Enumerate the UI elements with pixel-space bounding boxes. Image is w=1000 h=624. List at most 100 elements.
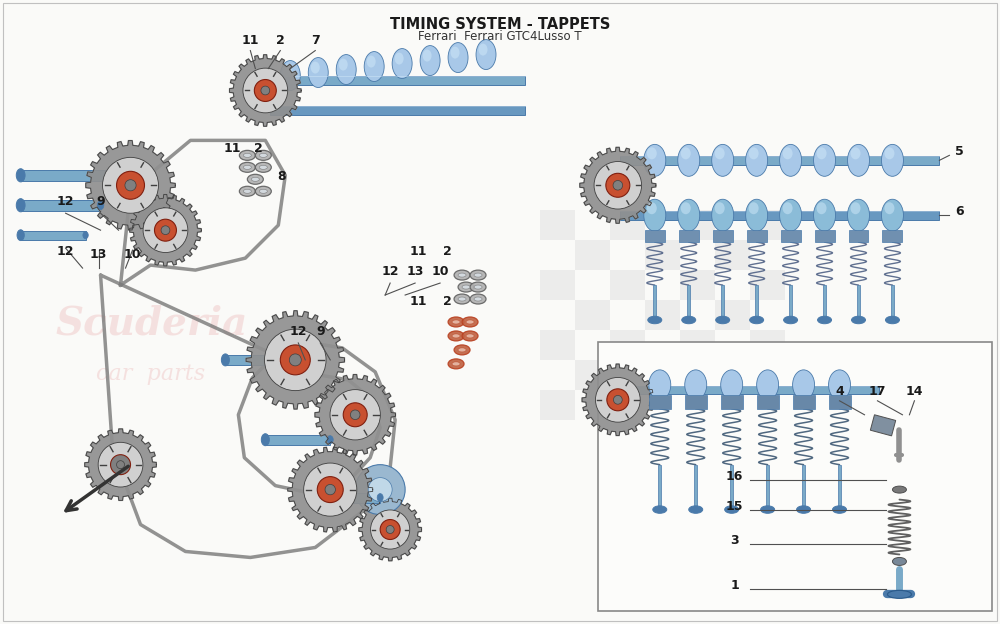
Ellipse shape (848, 199, 869, 231)
Bar (645, 360, 680, 390)
Bar (679, 230, 699, 242)
Circle shape (317, 477, 343, 502)
Circle shape (368, 477, 392, 502)
Ellipse shape (255, 187, 271, 197)
Ellipse shape (466, 320, 474, 324)
Text: 9: 9 (316, 325, 325, 338)
Ellipse shape (725, 506, 739, 514)
Ellipse shape (339, 59, 348, 71)
Circle shape (117, 461, 125, 469)
Circle shape (161, 226, 170, 235)
Text: 11: 11 (409, 295, 427, 308)
Bar (750, 210, 785, 240)
Bar (766, 465, 769, 510)
Ellipse shape (885, 316, 899, 324)
Polygon shape (246, 311, 344, 409)
Polygon shape (288, 447, 373, 532)
Circle shape (143, 208, 188, 253)
Bar (645, 230, 665, 242)
Bar (781, 230, 801, 242)
Circle shape (154, 219, 176, 241)
Ellipse shape (243, 154, 251, 157)
Bar (715, 360, 750, 390)
Bar (838, 465, 841, 510)
Bar (645, 300, 680, 330)
Bar (575, 300, 610, 330)
Polygon shape (85, 429, 156, 500)
Ellipse shape (239, 162, 255, 172)
Ellipse shape (423, 49, 432, 62)
Circle shape (261, 86, 270, 95)
Ellipse shape (678, 199, 700, 231)
Text: 12: 12 (57, 245, 74, 258)
Circle shape (607, 389, 629, 411)
Text: 14: 14 (906, 385, 923, 398)
Text: Scuderia: Scuderia (56, 305, 248, 343)
Bar (270, 76, 525, 85)
Bar (849, 230, 868, 242)
Ellipse shape (454, 345, 470, 355)
Circle shape (613, 180, 623, 190)
Bar (225, 355, 295, 365)
Ellipse shape (306, 492, 314, 504)
Ellipse shape (448, 359, 464, 369)
Ellipse shape (648, 316, 662, 324)
Circle shape (111, 455, 131, 475)
Bar (715, 300, 750, 330)
Bar (750, 270, 785, 300)
Bar (757, 395, 779, 409)
Bar (823, 285, 826, 320)
Text: 11: 11 (224, 142, 241, 155)
Ellipse shape (746, 199, 768, 231)
Ellipse shape (716, 316, 730, 324)
Bar (747, 230, 767, 242)
Ellipse shape (814, 144, 836, 177)
Bar (685, 395, 707, 409)
Bar (620, 386, 879, 394)
Ellipse shape (243, 189, 251, 193)
Circle shape (254, 79, 276, 102)
Text: 16: 16 (726, 470, 743, 482)
Ellipse shape (682, 316, 696, 324)
Circle shape (355, 465, 405, 515)
Ellipse shape (784, 316, 798, 324)
Circle shape (243, 68, 288, 113)
Text: 4: 4 (835, 385, 844, 398)
Ellipse shape (327, 436, 333, 444)
Ellipse shape (462, 285, 470, 289)
Text: Ferrari  Ferrari GTC4Lusso T: Ferrari Ferrari GTC4Lusso T (418, 29, 582, 42)
Text: 15: 15 (726, 500, 743, 512)
Bar (680, 330, 715, 360)
Bar (730, 465, 733, 510)
Bar (270, 106, 525, 115)
Text: 10: 10 (431, 265, 449, 278)
Ellipse shape (476, 39, 496, 69)
Ellipse shape (458, 297, 466, 301)
Text: 9: 9 (96, 195, 105, 208)
Ellipse shape (715, 202, 725, 214)
Circle shape (330, 389, 380, 440)
Ellipse shape (452, 334, 460, 338)
Ellipse shape (761, 506, 775, 514)
Ellipse shape (884, 147, 894, 159)
Bar (793, 395, 815, 409)
Text: 2: 2 (254, 142, 263, 155)
Ellipse shape (712, 199, 734, 231)
Polygon shape (582, 364, 654, 436)
Ellipse shape (451, 47, 460, 59)
Bar (721, 285, 724, 320)
Circle shape (304, 463, 357, 516)
Polygon shape (315, 374, 395, 455)
Bar (575, 240, 610, 270)
Ellipse shape (749, 147, 759, 159)
Text: 2: 2 (443, 245, 451, 258)
Circle shape (117, 172, 144, 199)
Ellipse shape (685, 370, 707, 400)
Bar (610, 270, 645, 300)
Bar (610, 330, 645, 360)
Circle shape (289, 354, 301, 366)
Ellipse shape (454, 270, 470, 280)
Ellipse shape (458, 273, 466, 277)
Ellipse shape (259, 154, 267, 157)
Ellipse shape (474, 297, 482, 301)
